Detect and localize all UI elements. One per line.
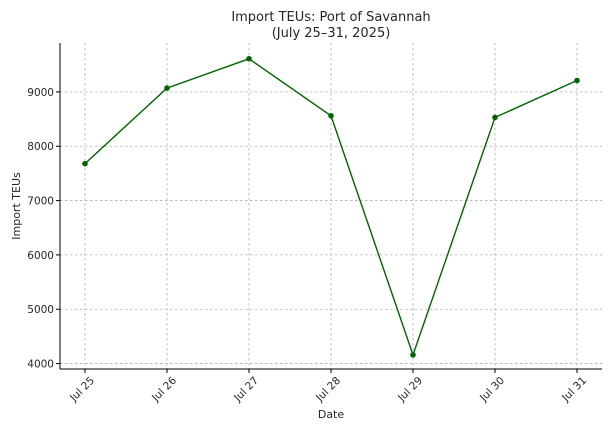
y-tick-label: 5000	[27, 304, 54, 316]
data-point	[410, 352, 416, 358]
x-tick-label: Jul 28	[313, 375, 343, 405]
chart-subtitle: (July 25–31, 2025)	[272, 26, 391, 41]
y-tick-label: 7000	[27, 196, 54, 208]
y-tick-label: 4000	[27, 359, 54, 371]
data-point	[328, 113, 334, 119]
x-axis-label: Date	[318, 408, 345, 421]
y-axis-label: Import TEUs	[10, 172, 23, 240]
y-tick-label: 8000	[27, 141, 54, 153]
data-point	[492, 114, 498, 121]
x-tick-label: Jul 29	[395, 375, 425, 405]
chart-title-group: Import TEUs: Port of Savannah (July 25–3…	[231, 10, 430, 41]
chart-title: Import TEUs: Port of Savannah	[231, 10, 430, 25]
data-point	[574, 77, 580, 84]
x-ticks: Jul 25 Jul 26 Jul 27 Jul 28 Jul 29 Jul 30 Jul …	[67, 369, 589, 405]
x-tick-label: Jul 25	[67, 375, 97, 405]
y-tick-label: 9000	[27, 87, 54, 99]
data-point	[82, 160, 88, 167]
x-tick-label: Jul 27	[231, 375, 261, 405]
data-point	[246, 55, 252, 62]
series	[82, 55, 580, 358]
data-point	[164, 85, 170, 91]
y-ticks: 4000 5000 6000 7000 8000 9000	[27, 87, 60, 371]
x-tick-label: Jul 31	[559, 375, 589, 405]
grid	[60, 43, 602, 369]
x-tick-label: Jul 26	[149, 374, 179, 404]
x-tick-label: Jul 30	[477, 375, 507, 405]
y-tick-label: 6000	[27, 250, 54, 262]
